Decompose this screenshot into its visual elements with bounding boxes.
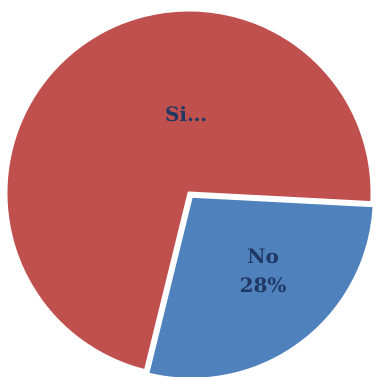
- slice-label-no: No: [247, 244, 279, 268]
- slice-label-si: Si…: [165, 102, 207, 126]
- pie-slice-si: [4, 8, 374, 373]
- slice-percent-no: 28%: [240, 273, 287, 297]
- pie-slice-no: [146, 194, 375, 377]
- pie-slices: [4, 8, 375, 377]
